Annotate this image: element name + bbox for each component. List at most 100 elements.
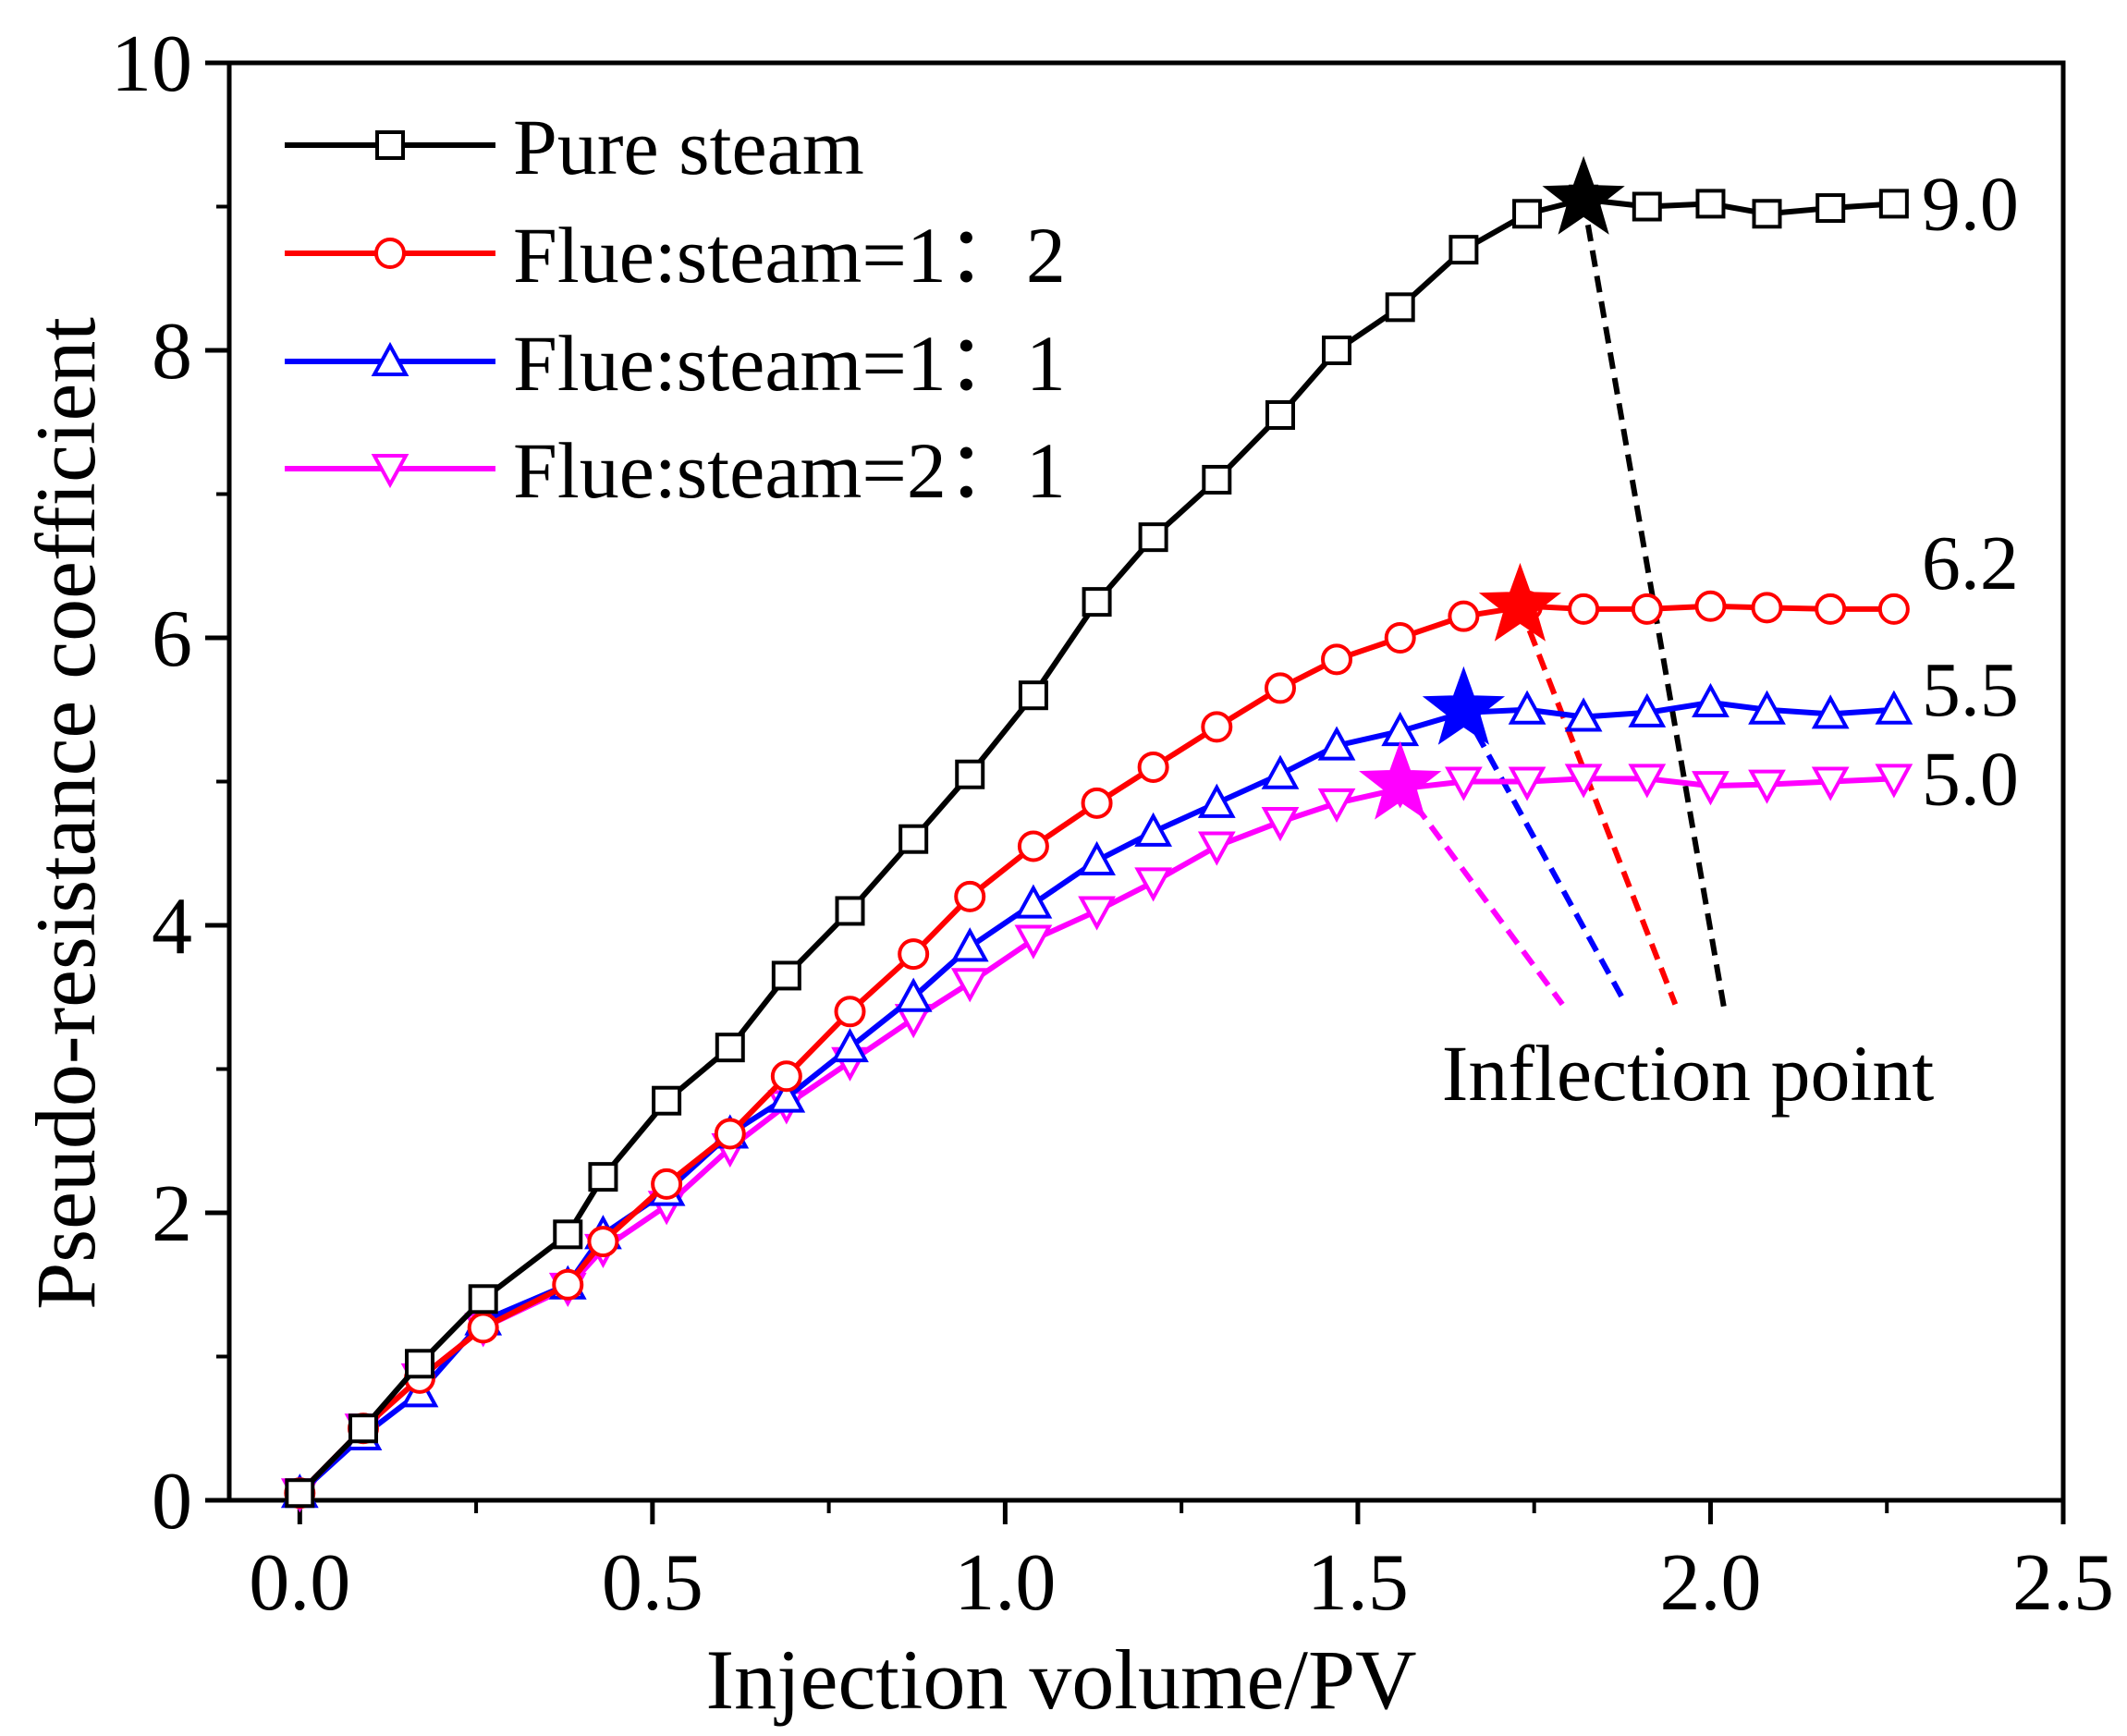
data-point — [1202, 464, 1232, 495]
data-point — [1197, 831, 1236, 866]
data-point — [1138, 522, 1168, 553]
data-point — [1694, 590, 1727, 622]
data-point — [1017, 830, 1049, 862]
series — [285, 184, 1909, 1509]
x-tick-label: 1.5 — [1307, 1538, 1409, 1628]
data-point — [1014, 924, 1053, 960]
data-point — [1317, 726, 1356, 761]
x-tick-label: 0.0 — [249, 1538, 350, 1628]
data-point — [1875, 764, 1913, 799]
data-point — [1137, 751, 1169, 783]
data-point — [374, 238, 406, 269]
legend-label: Pure steam — [513, 103, 864, 191]
data-point — [348, 1413, 378, 1444]
data-point — [1877, 593, 1910, 625]
data-point — [371, 454, 410, 489]
data-point — [1448, 600, 1480, 632]
data-point — [1748, 690, 1786, 725]
data-point — [954, 880, 986, 912]
y-tick-label: 0 — [152, 1457, 192, 1547]
y-tick-label: 10 — [111, 19, 192, 109]
inflection-line — [1398, 782, 1565, 1007]
data-point — [1568, 593, 1600, 625]
data-point — [1564, 697, 1603, 732]
axes: 0.0 0.5 1.0 1.5 2.0 2.5 0 2 4 6 8 10 — [111, 19, 2114, 1628]
end-label: 5.5 — [1922, 647, 2019, 733]
data-point — [955, 759, 985, 789]
inflection-line — [1581, 199, 1728, 1012]
data-point — [1134, 812, 1173, 847]
data-point — [1081, 787, 1113, 819]
data-point — [1445, 766, 1483, 801]
legend-label: Flue:steam=2：1 — [513, 426, 1066, 515]
data-point — [1695, 189, 1726, 219]
data-point — [1752, 199, 1782, 229]
data-point — [1508, 690, 1546, 725]
data-point — [1321, 643, 1353, 676]
end-label: 6.2 — [1922, 520, 2019, 606]
y-tick-label: 2 — [152, 1169, 192, 1259]
data-point — [1261, 807, 1300, 842]
series-layer — [280, 184, 1913, 1513]
inflection-star — [1478, 562, 1562, 642]
data-point — [771, 960, 801, 991]
data-point — [552, 1268, 584, 1301]
data-point — [1508, 766, 1546, 801]
data-point — [1631, 593, 1663, 625]
data-point — [714, 1118, 746, 1150]
data-point — [1261, 754, 1300, 789]
data-point — [1201, 711, 1233, 743]
data-point — [770, 1060, 802, 1093]
data-point — [1385, 292, 1415, 323]
data-point — [1748, 769, 1786, 804]
data-point — [285, 1478, 315, 1509]
series-line — [298, 776, 1894, 1496]
data-point — [834, 996, 866, 1028]
legend-label: Flue:steam=1：2 — [513, 211, 1066, 300]
data-point — [553, 1219, 583, 1250]
data-point — [375, 130, 405, 160]
data-point — [1815, 593, 1847, 625]
inflection-annotation: Inflection point — [1442, 1029, 1935, 1118]
y-tick-label: 6 — [152, 594, 192, 684]
data-point — [950, 927, 989, 962]
legend-label: Flue:steam=1：1 — [513, 319, 1066, 408]
data-point — [1197, 783, 1236, 818]
data-point — [467, 1312, 499, 1344]
inflection-lines — [1398, 199, 1728, 1012]
data-point — [1878, 189, 1909, 219]
inflection-stars — [1359, 155, 1625, 820]
data-point — [831, 1028, 869, 1063]
data-point — [651, 1168, 683, 1200]
data-point — [468, 1284, 498, 1314]
data-point — [1875, 690, 1913, 725]
data-point — [1265, 399, 1295, 430]
data-point — [1692, 771, 1730, 806]
inflection-line — [1517, 605, 1679, 1006]
data-point — [588, 1162, 618, 1192]
data-point — [1449, 235, 1479, 265]
data-point — [371, 341, 410, 376]
y-tick-label: 4 — [152, 882, 192, 972]
data-point — [1811, 694, 1850, 729]
data-point — [894, 977, 933, 1012]
data-point — [1014, 884, 1053, 919]
data-point — [1751, 592, 1783, 624]
data-point — [1078, 840, 1116, 876]
data-point — [587, 1226, 619, 1258]
data-point — [715, 1033, 745, 1063]
inflection-star — [1542, 155, 1625, 235]
data-point — [1628, 764, 1667, 799]
data-point — [1632, 191, 1662, 222]
end-label: 5.0 — [1922, 736, 2019, 822]
data-point — [1512, 199, 1543, 229]
data-point — [1322, 336, 1352, 365]
data-point — [1264, 672, 1296, 704]
data-point — [1692, 682, 1730, 717]
data-point — [1018, 680, 1048, 711]
data-point — [898, 938, 930, 971]
x-axis-title: Injection volume/PV — [705, 1632, 1416, 1727]
inflection-star — [1359, 740, 1442, 820]
end-labels: 9.0 6.2 5.5 5.0 — [1922, 161, 2019, 822]
data-point — [1384, 622, 1416, 654]
